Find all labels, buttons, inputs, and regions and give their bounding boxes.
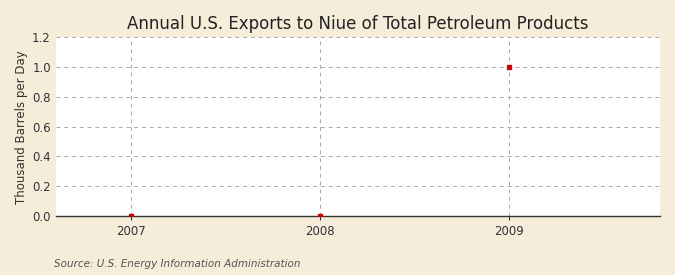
Y-axis label: Thousand Barrels per Day: Thousand Barrels per Day xyxy=(15,50,28,204)
Title: Annual U.S. Exports to Niue of Total Petroleum Products: Annual U.S. Exports to Niue of Total Pet… xyxy=(127,15,589,33)
Text: Source: U.S. Energy Information Administration: Source: U.S. Energy Information Administ… xyxy=(54,259,300,269)
